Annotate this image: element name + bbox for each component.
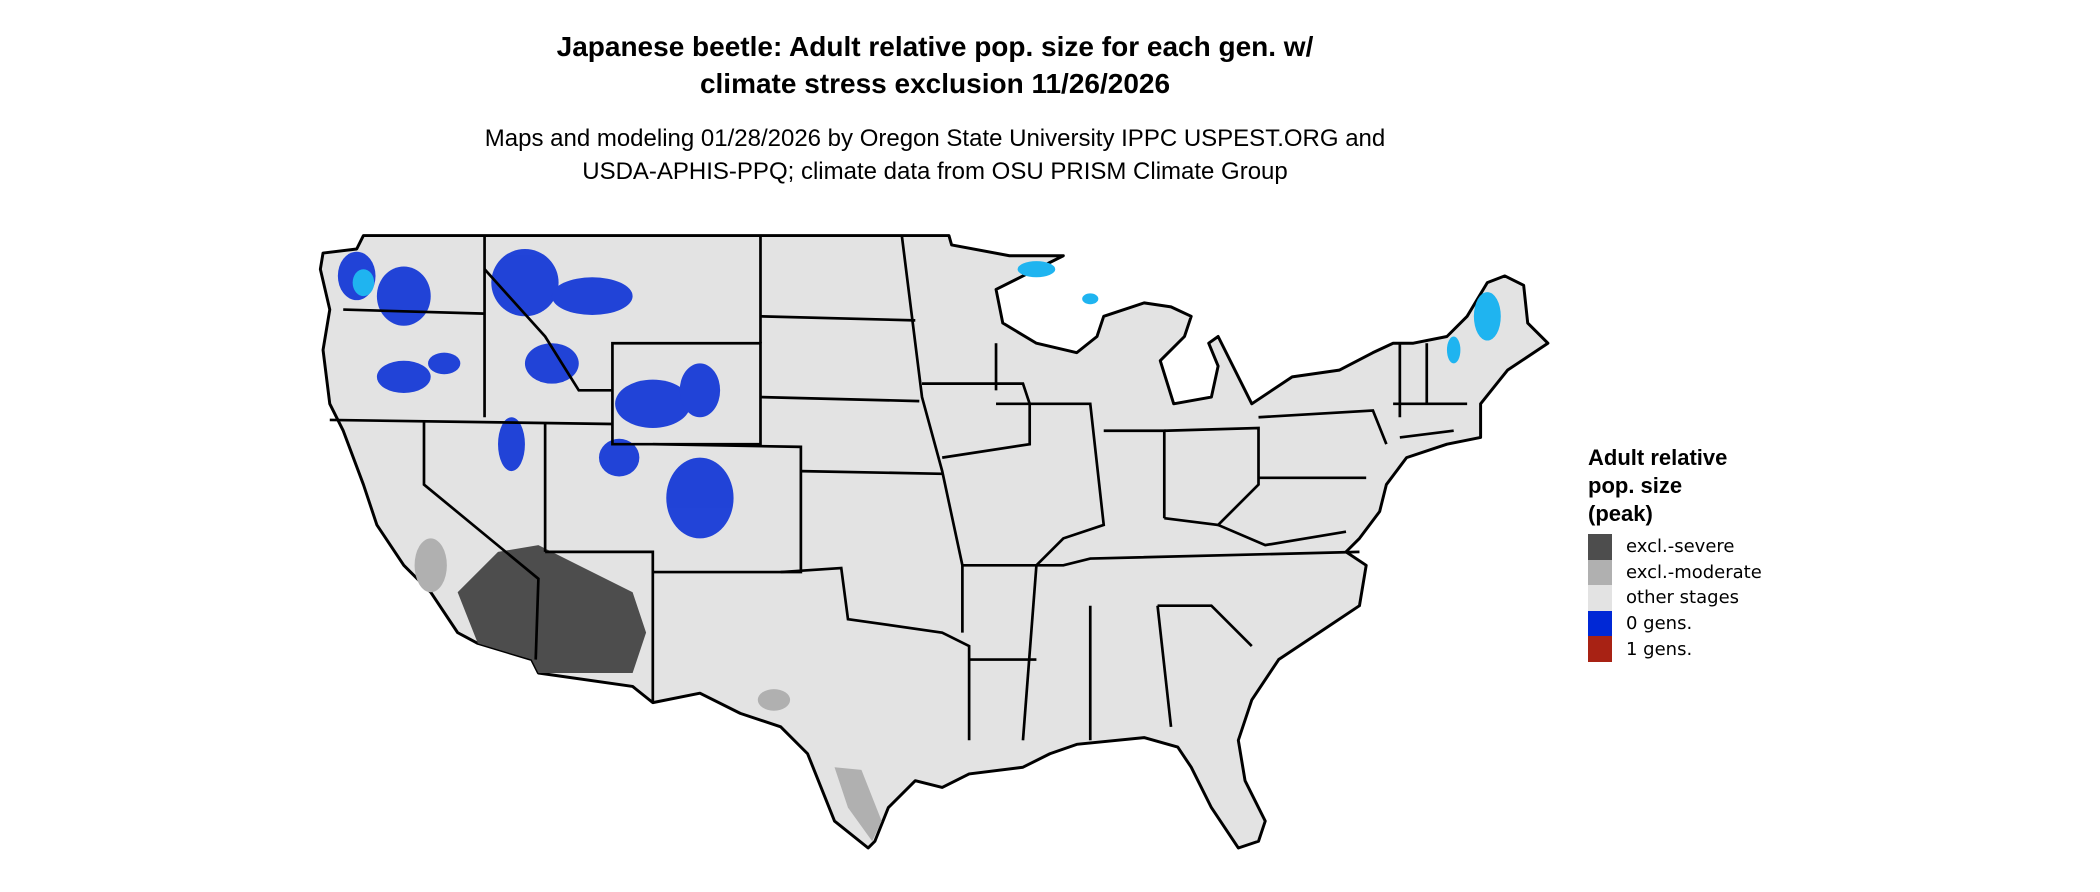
subtitle-line-2: USDA-APHIS-PPQ; climate data from OSU PR… — [582, 158, 1288, 185]
legend-label: 1 gens. — [1626, 638, 1693, 660]
legend-label: other stages — [1626, 587, 1740, 609]
excl-moderate-area — [414, 538, 447, 593]
legend-item-excl-severe: excl.-severe — [1588, 534, 1808, 560]
us-outline — [318, 234, 1550, 850]
excl-moderate-area — [757, 689, 791, 711]
legend-swatch — [1588, 610, 1612, 637]
excl-severe-area — [457, 545, 647, 673]
title-line-1: Japanese beetle: Adult relative pop. siz… — [556, 31, 1314, 62]
title-line-2: climate stress exclusion 11/26/2026 — [699, 68, 1171, 99]
legend-item-0-gens: 0 gens. — [1588, 610, 1808, 637]
legend-label: excl.-moderate — [1626, 561, 1762, 583]
legend-swatch — [1588, 636, 1612, 662]
legend-swatch — [1588, 559, 1612, 586]
legend-label: excl.-severe — [1626, 536, 1735, 558]
legend-item-other-stages: other stages — [1588, 585, 1808, 611]
legend: Adult relative pop. size (peak) excl.-se… — [1588, 444, 1808, 662]
legend-title: Adult relative pop. size (peak) — [1588, 444, 1808, 528]
state-boundaries — [329, 235, 1468, 741]
excl-moderate-area — [834, 767, 882, 842]
subtitle-line-1: Maps and modeling 01/28/2026 by Oregon S… — [484, 125, 1386, 152]
legend-swatch — [1588, 534, 1612, 560]
legend-swatch — [1588, 585, 1612, 611]
legend-title-line: Adult relative — [1588, 445, 1728, 470]
legend-title-line: pop. size — [1588, 473, 1683, 498]
light-blue-areas — [352, 261, 1501, 364]
legend-title-line: (peak) — [1588, 501, 1653, 526]
legend-item-excl-moderate: excl.-moderate — [1588, 559, 1808, 586]
legend-label: 0 gens. — [1626, 613, 1693, 635]
map-subtitle: Maps and modeling 01/28/2026 by Oregon S… — [0, 122, 1870, 188]
map-title: Japanese beetle: Adult relative pop. siz… — [0, 28, 1870, 102]
legend-item-1-gens: 1 gens. — [1588, 636, 1808, 662]
